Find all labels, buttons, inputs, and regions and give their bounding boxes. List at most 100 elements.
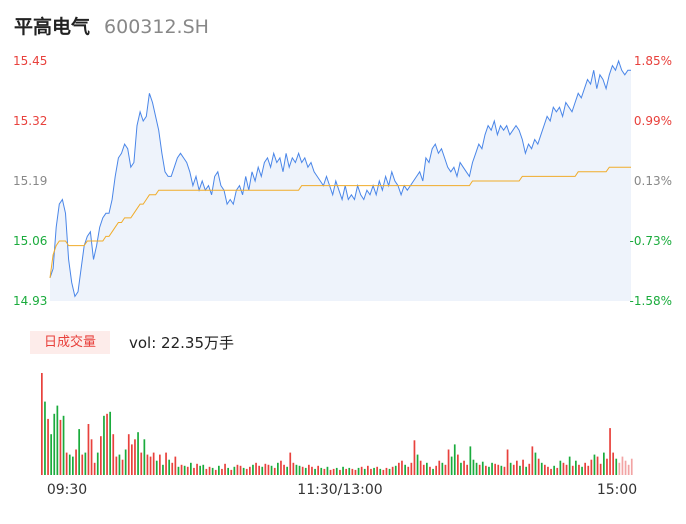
volume-bar [469,446,472,475]
volume-bar [53,413,56,475]
volume-bar [609,428,611,475]
volume-bar [283,464,285,475]
volume-bar [351,468,354,475]
volume-bar [103,415,105,475]
volume-bar [587,465,590,475]
volume-bar [68,454,71,475]
volume-bar [100,436,102,475]
volume-bar [165,452,167,475]
volume-bar [159,454,161,475]
volume-bar [354,469,357,475]
volume-bar [606,458,608,475]
volume-bar [485,465,487,475]
volume-bar [47,418,49,475]
volume-bar [304,467,307,475]
time-tick-label: 09:30 [47,482,87,498]
volume-bar [292,462,295,475]
volume-bar [121,459,124,475]
volume-bar [124,449,127,475]
volume-bar [345,468,348,475]
volume-bar [59,419,62,475]
volume-bar [494,463,497,475]
volume-bar [242,467,245,475]
volume-bar [525,466,528,475]
volume-bar [438,460,441,475]
volume-bar [578,464,580,475]
volume-bar [280,460,282,475]
price-line [49,59,631,298]
volume-bar [127,434,130,475]
volume-bar [348,467,351,475]
volume-bar [472,459,475,475]
volume-bar [404,464,407,475]
volume-bar [75,449,77,475]
volume-bar [214,469,217,475]
volume-bar [84,452,87,475]
volume-bar [422,464,425,475]
price-tick-label: 15.45 [13,54,47,68]
volume-bar [537,458,540,475]
volume-bar [218,465,220,475]
volume-bar [553,465,556,475]
volume-bar [286,466,289,475]
volume-bar [568,456,571,475]
volume-bar [367,465,369,475]
time-tick-label: 15:00 [597,482,637,498]
volume-bar [267,464,270,475]
volume-bar [509,462,512,475]
volume-bar [221,468,223,475]
volume-bar [379,468,382,475]
volume-bar [500,465,503,475]
volume-bar [162,464,164,475]
volume-bar [190,462,192,475]
volume-bar [112,434,115,475]
volume-readout: vol: 22.35万手 [129,334,234,352]
price-area [50,61,631,301]
volume-bar [419,460,422,475]
volume-bar [261,466,264,475]
volume-bar [503,466,506,475]
volume-bar [491,462,493,475]
volume-bar [618,462,621,475]
volume-bar [540,462,543,475]
volume-bar [236,464,239,475]
volume-bar [382,469,385,475]
volume-bar [370,468,372,475]
volume-bar [444,464,447,475]
volume-bar [252,464,254,475]
percent-tick-label: -1.58% [630,294,672,308]
volume-bar [531,446,534,475]
percent-tick-label: -0.73% [630,234,672,248]
price-area-fill [50,61,631,301]
volume-bar [137,432,139,475]
volume-bar [339,469,341,475]
volume-bar [547,466,549,475]
volume-bar [208,466,211,475]
volume-bars [41,373,633,475]
volume-bar [323,468,326,475]
volume-bar [488,466,490,475]
volume-bar [584,462,587,475]
volume-bar [56,405,59,475]
volume-bar [72,456,74,475]
volume-bar [289,452,292,475]
volume-bar [41,373,43,475]
volume-bar [177,466,180,475]
daily-volume-badge: 日成交量 [30,331,110,354]
price-lines [49,59,631,298]
percent-tick-label: 1.85% [634,54,672,68]
stock-title: 平高电气 600312.SH [14,12,209,39]
volume-bar [329,469,332,475]
volume-bar [314,468,316,475]
volume-bar [342,466,344,475]
volume-bar [360,466,363,475]
volume-bar [630,458,633,475]
volume-bar [131,444,133,475]
volume-bar [183,465,186,475]
volume-bar [332,468,335,475]
volume-bar [245,468,248,475]
volume-bar [556,467,559,475]
volume-bar [168,459,171,475]
volume-bar [506,449,509,475]
volume-bar [447,449,450,475]
